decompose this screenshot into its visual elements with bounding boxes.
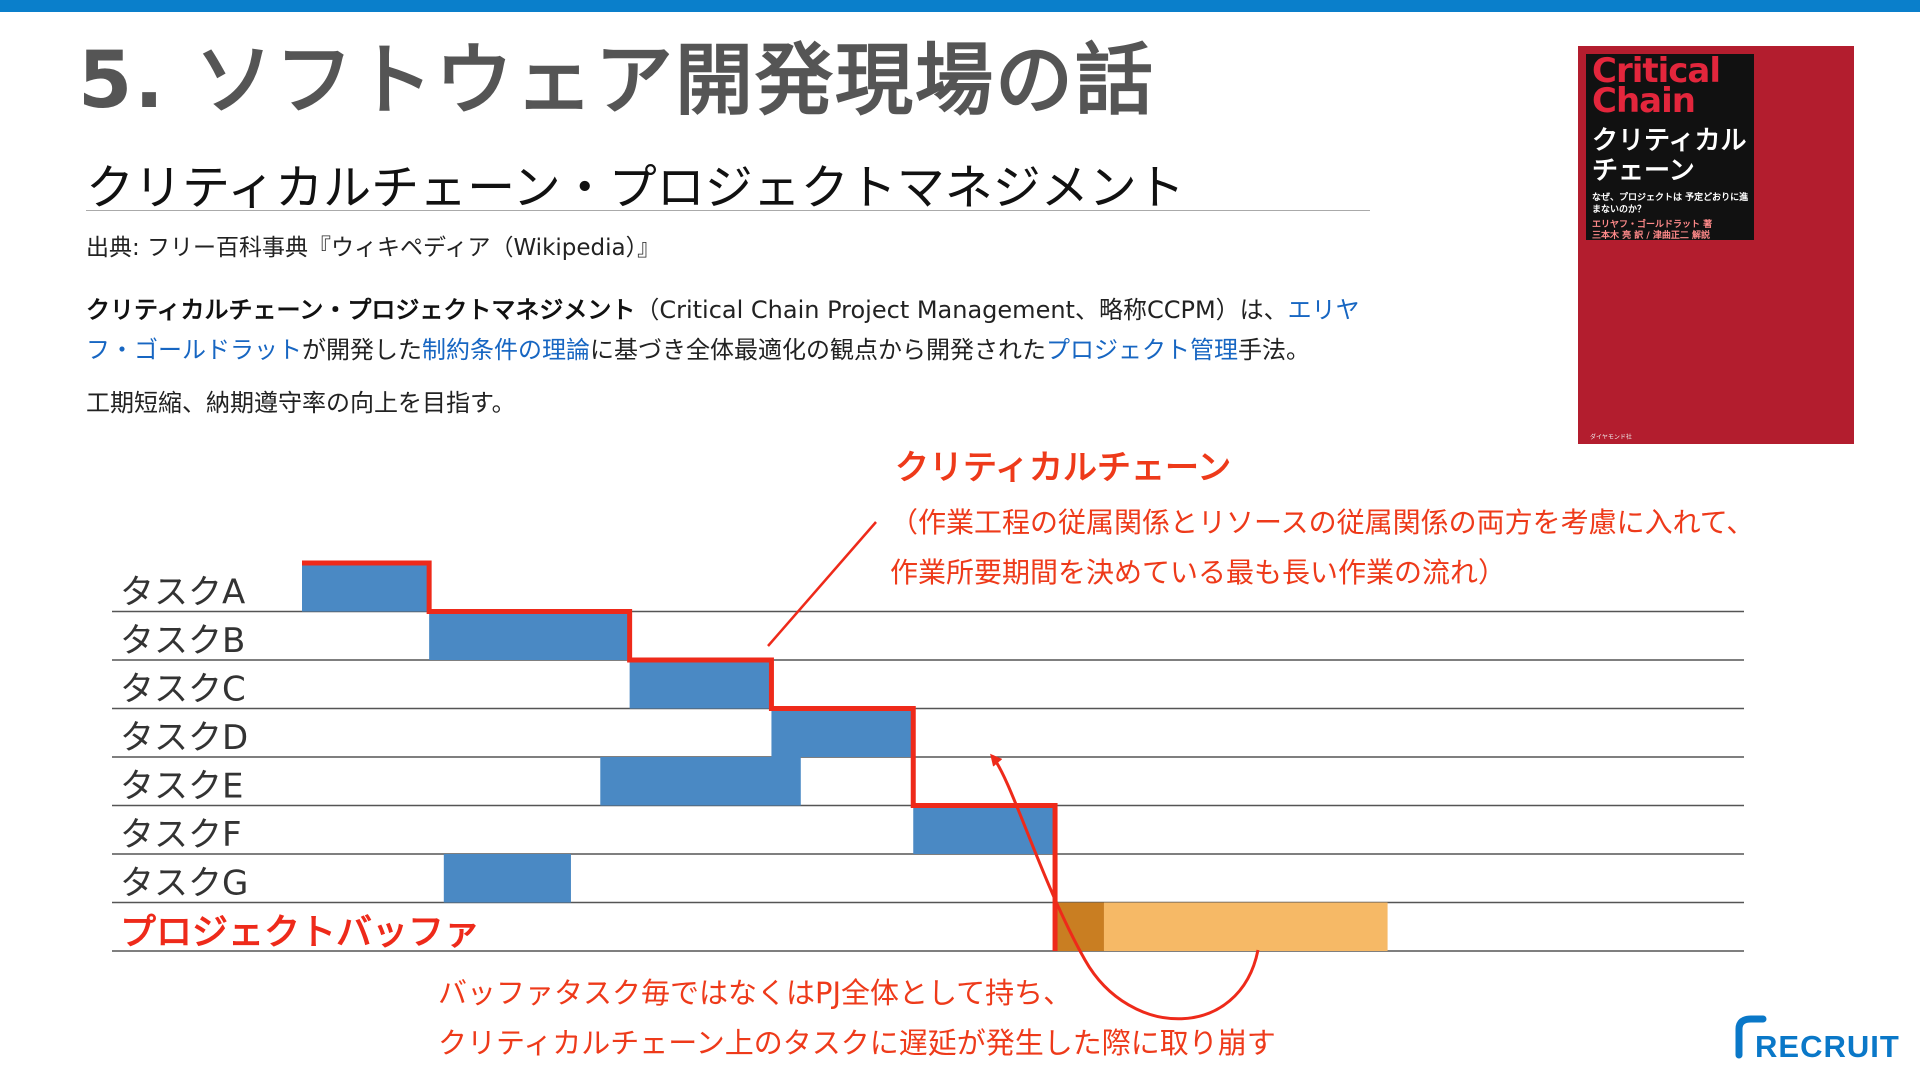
book-author: エリヤフ・ゴールドラット 著 三本木 亮 訳 / 津曲正二 解説 xyxy=(1592,220,1712,242)
task-label: タスクG xyxy=(120,864,248,904)
link-theory-of-constraints[interactable]: 制約条件の理論 xyxy=(422,336,590,364)
wiki-article-heading: クリティカルチェーン・プロジェクトマネジメント xyxy=(86,148,1370,216)
recruit-logo: RECRUIT xyxy=(1735,1015,1900,1063)
book-publisher: ダイヤモンド社 xyxy=(1590,434,1632,441)
link-goldratt[interactable]: エリヤフ・ゴールドラット xyxy=(86,296,1360,364)
task-label: タスクE xyxy=(120,767,243,807)
wiki-text-3: に基づき全体最適化の観点から開発された xyxy=(590,336,1046,364)
annotation-line-1: （作業工程の従属関係とリソースの従属関係の両方を考慮に入れて、 xyxy=(890,506,1755,539)
logo-text: RECRUIT xyxy=(1755,1029,1900,1063)
book-subtitle: なぜ、プロジェクトは 予定どおりに進まないのか？ xyxy=(1592,193,1749,215)
wiki-definition: クリティカルチェーン・プロジェクトマネジメント（Critical Chain P… xyxy=(86,290,1386,370)
task-label: タスクD xyxy=(120,718,248,758)
wiki-goal-text: 工期短縮、納期遵守率の向上を目指す。 xyxy=(86,389,516,417)
buffer-bar xyxy=(1103,902,1388,951)
wiki-text-2: が開発した xyxy=(302,336,422,364)
wiki-text-1: （Critical Chain Project Management、略称CCP… xyxy=(635,296,1288,324)
task-bar xyxy=(302,563,430,612)
wiki-source-line: 出典: フリー百科事典『ウィキペディア（Wikipedia）』 xyxy=(86,235,661,261)
book-cover-title-panel: Critical Chain クリティカル チェーン なぜ、プロジェクトは 予定… xyxy=(1586,51,1754,242)
task-label: タスクA xyxy=(120,573,245,613)
book-cover-image: Critical Chain クリティカル チェーン なぜ、プロジェクトは 予定… xyxy=(1578,46,1854,444)
critical-chain-annotation-title: クリティカルチェーン xyxy=(895,448,1232,488)
buffer-note-line-2: クリティカルチェーン上のタスクに遅延が発生した際に取り崩す xyxy=(438,1026,1276,1060)
buffer-used-bar xyxy=(1055,902,1104,951)
task-bar xyxy=(429,611,630,660)
task-label: タスクC xyxy=(120,670,246,710)
slide-title: 5. ソフトウェア開発現場の話 xyxy=(78,36,1156,126)
wiki-text-4: 手法。 xyxy=(1238,336,1310,364)
project-buffer-label: プロジェクトバッファ xyxy=(120,912,481,953)
annotation-pointer-line xyxy=(767,521,877,647)
link-project-management[interactable]: プロジェクト管理 xyxy=(1046,336,1238,364)
buffer-note-line-1: バッファタスク毎ではなくはPJ全体として持ち、 xyxy=(438,976,1073,1010)
task-label: タスクF xyxy=(120,815,242,855)
book-author-name: エリヤフ・ゴールドラット 著 xyxy=(1592,220,1713,230)
task-bar xyxy=(600,757,801,806)
task-label: タスクB xyxy=(120,621,245,661)
book-translator: 三本木 亮 訳 / 津曲正二 解説 xyxy=(1592,231,1710,241)
book-title-jp: クリティカル チェーン xyxy=(1592,126,1747,186)
task-bar xyxy=(443,854,571,903)
critical-chain-line xyxy=(302,560,1058,951)
book-title-en: Critical Chain xyxy=(1592,51,1721,121)
top-accent-bar xyxy=(0,0,1920,12)
buffer-note: バッファタスク毎ではなくはPJ全体として持ち、クリティカルチェーン上のタスクに遅… xyxy=(438,968,1276,1068)
buffer-consumption-arrow xyxy=(990,753,1260,1021)
annotation-line-2: 作業所要期間を決めている最も長い作業の流れ） xyxy=(890,556,1507,589)
task-bar xyxy=(771,708,914,757)
critical-chain-annotation-description: （作業工程の従属関係とリソースの従属関係の両方を考慮に入れて、 作業所要期間を決め… xyxy=(890,498,1754,598)
task-bar xyxy=(629,660,772,709)
wiki-term: クリティカルチェーン・プロジェクトマネジメント xyxy=(86,296,636,324)
